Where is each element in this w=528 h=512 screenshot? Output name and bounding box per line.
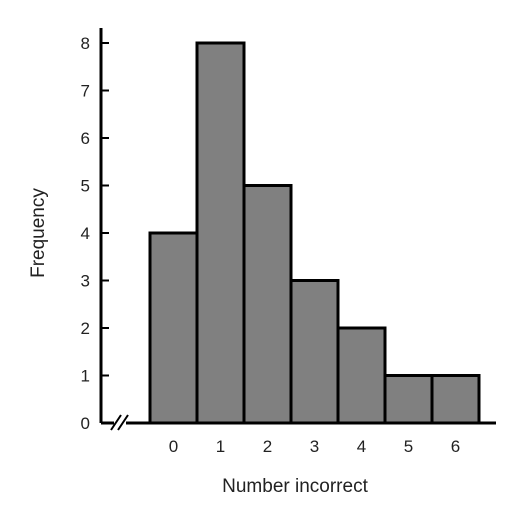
bar-2 [242, 184, 293, 425]
bars-group [148, 41, 481, 425]
bar-3 [289, 279, 340, 425]
x-tick-label: 3 [310, 437, 319, 456]
y-tick-label: 3 [81, 272, 90, 291]
y-tick-label: 1 [81, 367, 90, 386]
x-axis-break-marker [110, 414, 129, 432]
x-tick-label: 6 [451, 437, 460, 456]
y-tick-label: 2 [81, 319, 90, 338]
bar-4 [336, 326, 387, 425]
x-tick-label: 0 [169, 437, 178, 456]
bar-1 [195, 41, 246, 425]
x-tick-label: 1 [216, 437, 225, 456]
x-ticks-group: 0 1 2 3 4 5 6 [169, 437, 460, 456]
bar-5 [383, 374, 434, 425]
x-tick-label: 4 [357, 437, 366, 456]
y-tick-label: 7 [81, 82, 90, 101]
y-ticks-group: 0 1 2 3 4 5 6 7 8 [81, 34, 109, 433]
bar-0 [148, 231, 199, 425]
x-tick-label: 5 [404, 437, 413, 456]
y-tick-label: 5 [81, 177, 90, 196]
y-tick-label: 4 [81, 224, 90, 243]
y-tick-label: 6 [81, 129, 90, 148]
x-axis-label: Number incorrect [222, 476, 368, 497]
y-tick-label: 0 [81, 414, 90, 433]
bar-6 [430, 374, 481, 425]
y-axis-label: Frequency [28, 188, 49, 278]
x-tick-label: 2 [263, 437, 272, 456]
y-tick-label: 8 [81, 34, 90, 53]
